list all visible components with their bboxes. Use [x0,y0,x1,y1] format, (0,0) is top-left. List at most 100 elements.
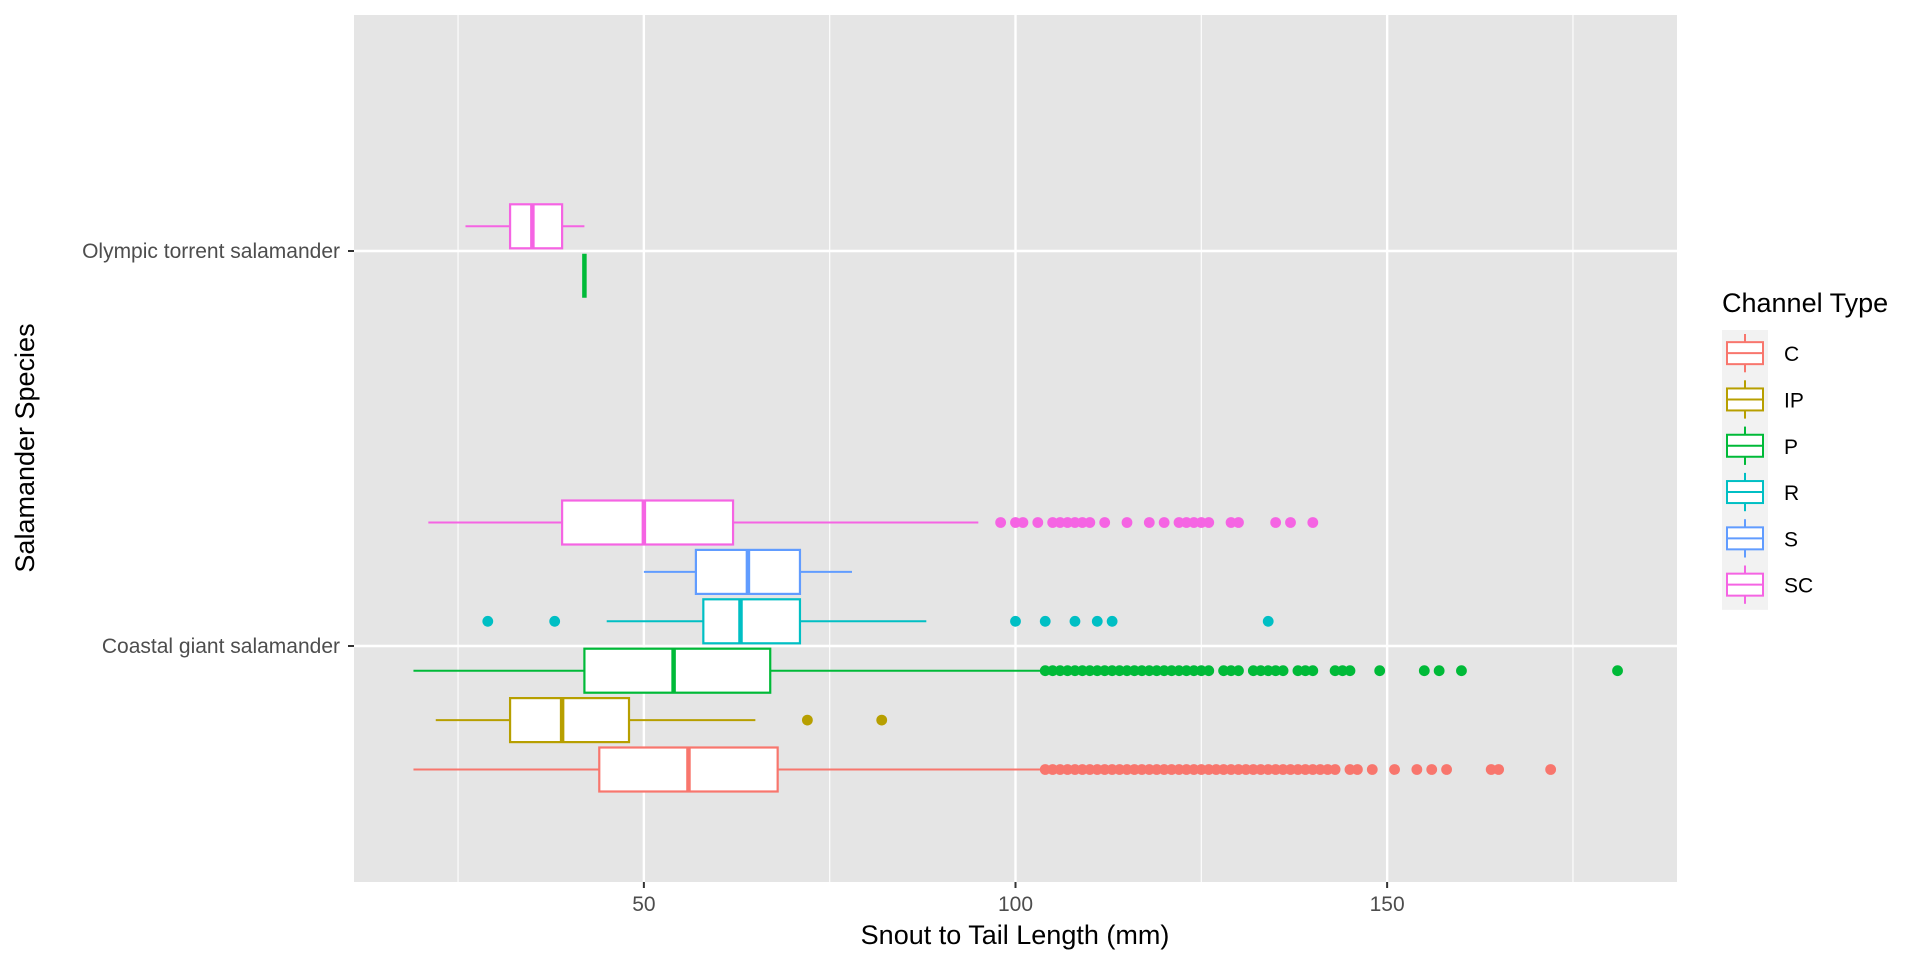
outlier-point [1195,665,1207,677]
outlier-point [1091,764,1103,775]
outlier-point [1188,665,1200,677]
box [583,647,772,694]
outlier-point [1062,517,1073,528]
outlier-point [1114,764,1125,775]
legend: Channel Type C IP PRS SC [1722,288,1888,610]
box [561,499,735,546]
outlier-point [1195,764,1207,775]
outlier-point [1158,665,1170,677]
outlier-point [1114,665,1125,677]
outlier-point [1314,764,1326,775]
box [702,598,802,645]
outlier-point [1270,764,1282,775]
outlier-point [1493,764,1505,775]
outlier-point [1121,517,1133,528]
outlier-point [1307,517,1319,528]
outlier-point [1337,665,1348,677]
outlier-point [1039,615,1051,627]
outlier-point [1612,665,1623,677]
x-tick-label: 150 [1370,893,1405,916]
box [508,696,631,744]
outlier-point [1069,615,1081,627]
outlier-point [1456,665,1467,677]
outlier-point [1099,665,1111,677]
outlier-point [1262,764,1274,775]
legend-item-SC: SC [1726,565,1813,604]
legend-label: R [1784,482,1799,505]
outlier-point [1441,764,1452,775]
outlier-point [1247,764,1259,775]
outlier-point [1047,665,1059,677]
outlier-point [1433,665,1445,677]
outlier-point [1047,517,1059,528]
outlier-point [1195,517,1207,528]
legend-label: SC [1784,575,1813,598]
outlier-point [1411,764,1423,775]
outlier-point [1143,517,1155,528]
outlier-point [1106,615,1118,627]
outlier-point [1121,665,1133,677]
outlier-point [1076,764,1088,775]
outlier-point [1255,764,1267,775]
outlier-point [1143,665,1155,677]
outlier-point [1277,764,1289,775]
legend-title: Channel Type [1722,288,1888,318]
outlier-point [1047,764,1059,775]
outlier-point [1188,517,1200,528]
outlier-point [1285,517,1296,528]
boxplot-R [482,598,1274,645]
boxplot-SC [428,499,1319,546]
y-axis-title: Salamander Species [10,323,40,572]
boxplot-C [413,746,1557,793]
x-tick-label: 100 [998,893,1033,916]
legend-item-S: S [1726,519,1798,558]
outlier-point [1151,665,1163,677]
outlier-point [1292,665,1304,677]
outlier-point [1203,764,1215,775]
outlier-point [1545,764,1557,775]
outlier-point [1173,665,1185,677]
outlier-point [1076,517,1088,528]
outlier-point [1344,764,1356,775]
outlier-point [1344,665,1356,677]
outlier-point [801,714,813,726]
outlier-point [1158,764,1170,775]
outlier-point [1084,517,1096,528]
x-axis-title: Snout to Tail Length (mm) [861,920,1170,950]
outlier-point [1054,517,1066,528]
outlier-point [876,714,888,726]
outlier-point [1039,764,1051,775]
outlier-point [1106,665,1118,677]
outlier-point [1270,665,1282,677]
outlier-point [1099,764,1111,775]
outlier-point [1084,764,1096,775]
outlier-point [1136,764,1148,775]
outlier-point [1158,517,1170,528]
outlier-point [1010,615,1021,627]
legend-label: P [1784,436,1798,459]
outlier-point [1247,665,1259,677]
outlier-point [1062,764,1073,775]
boxplot-P [413,647,1623,694]
x-tick-label: 50 [632,893,655,916]
box [508,203,564,250]
outlier-point [1233,665,1244,677]
outlier-point [1225,764,1237,775]
outlier-point [1166,764,1177,775]
outlier-point [1054,665,1066,677]
outlier-point [1374,665,1386,677]
outlier-point [1366,764,1378,775]
outlier-point [1069,517,1081,528]
outlier-point [1299,764,1311,775]
outlier-point [1307,665,1319,677]
outlier-point [1322,764,1334,775]
outlier-point [1218,665,1230,677]
outlier-point [1181,517,1192,528]
outlier-point [1277,665,1289,677]
outlier-point [1129,665,1140,677]
outlier-point [1329,665,1341,677]
boxplot-SC [465,203,585,250]
outlier-point [1292,764,1304,775]
